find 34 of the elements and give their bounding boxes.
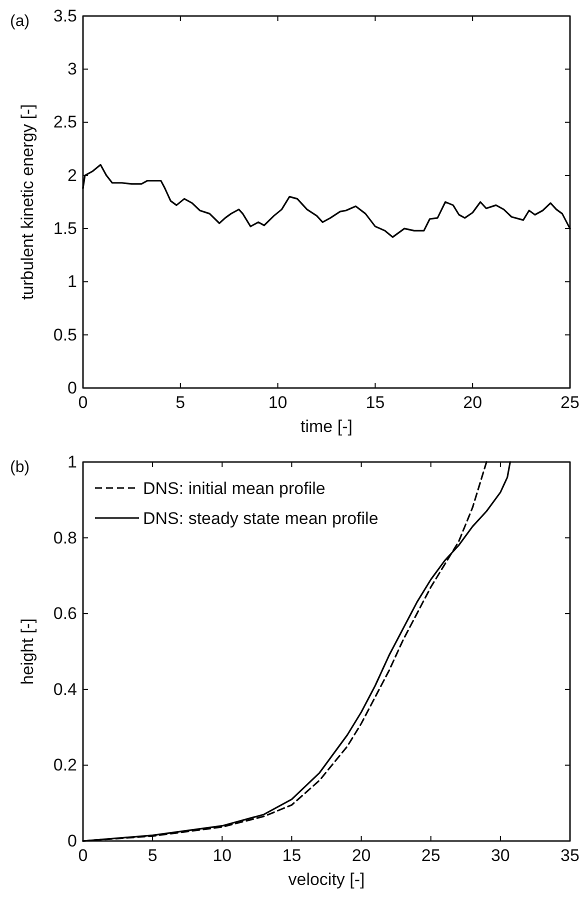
- y-tick-label: 2: [68, 166, 77, 185]
- x-tick-label: 35: [560, 846, 580, 866]
- x-axis-title: time [-]: [300, 417, 352, 436]
- x-axis-title: velocity [-]: [288, 870, 365, 889]
- y-axis-title: height [-]: [18, 618, 37, 685]
- x-tick-label: 20: [352, 846, 371, 866]
- y-tick-label: 2.5: [53, 112, 77, 132]
- chart-title: (a): [10, 13, 30, 30]
- y-tick-label: 0.5: [53, 325, 77, 344]
- x-tick-label: 10: [268, 393, 288, 412]
- chart-title: (b): [10, 459, 30, 476]
- y-axis-title: turbulent kinetic energy [-]: [18, 104, 37, 300]
- x-tick-label: 5: [148, 846, 158, 866]
- x-tick-label: 25: [560, 393, 580, 412]
- y-tick-label: 0: [68, 831, 77, 850]
- y-tick-label: 0: [68, 378, 77, 398]
- y-tick-label: 1: [68, 272, 77, 292]
- y-tick-label: 0.4: [53, 680, 77, 699]
- y-tick-label: 0.8: [53, 528, 77, 548]
- x-tick-label: 10: [212, 846, 232, 866]
- legend-label: DNS: initial mean profile: [143, 479, 326, 498]
- x-tick-label: 15: [366, 393, 385, 412]
- x-tick-label: 20: [463, 393, 482, 412]
- x-tick-label: 25: [421, 846, 440, 866]
- x-tick-label: 30: [490, 846, 510, 866]
- y-tick-label: 0.6: [53, 604, 77, 624]
- y-tick-label: 3: [68, 60, 77, 79]
- x-tick-label: 5: [176, 393, 186, 412]
- y-tick-label: 1.5: [53, 219, 77, 238]
- y-tick-label: 0.2: [53, 756, 77, 775]
- y-tick-label: 3.5: [53, 6, 77, 26]
- x-tick-label: 15: [282, 846, 302, 866]
- y-tick-label: 1: [68, 452, 77, 472]
- legend-label: DNS: steady state mean profile: [143, 509, 378, 528]
